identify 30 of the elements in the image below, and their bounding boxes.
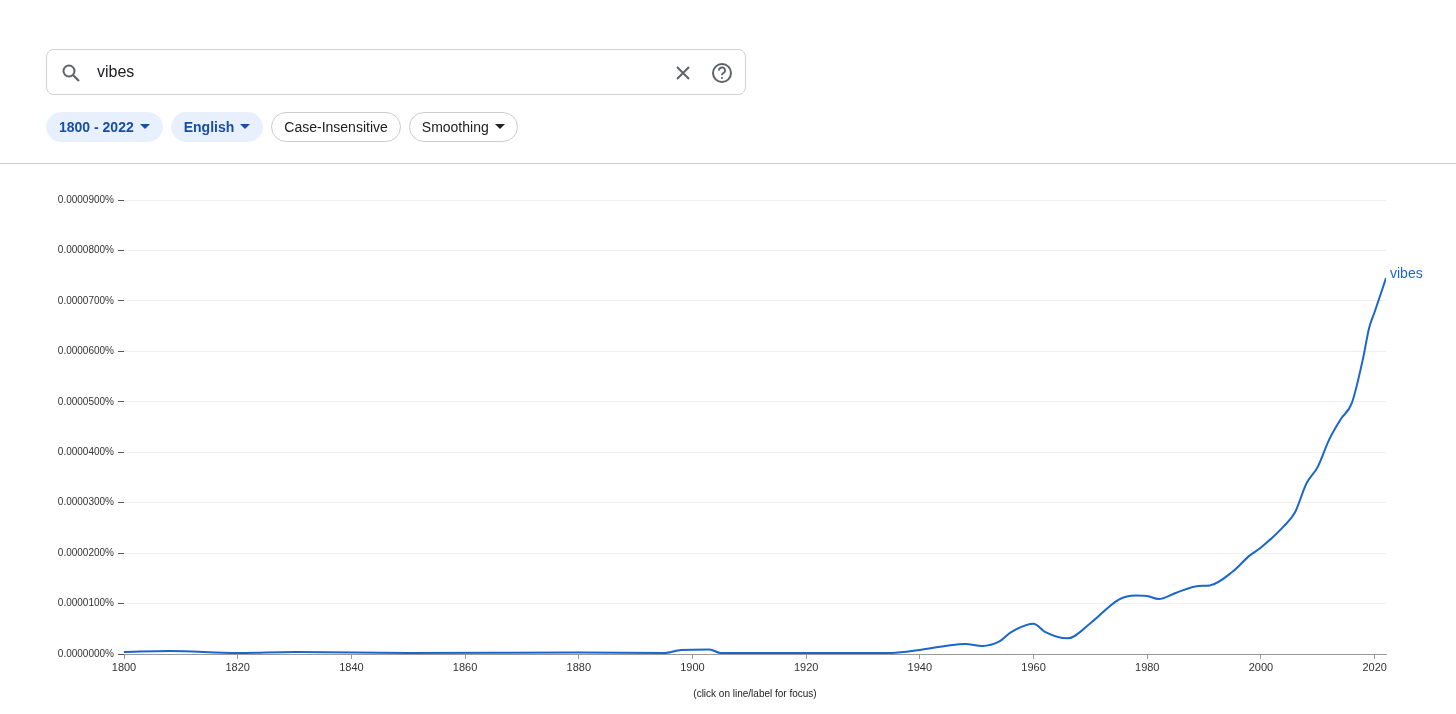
x-tick-label: 1960 (1021, 660, 1046, 673)
y-tick-label: 0.0000500% (57, 395, 115, 407)
x-tick-label: 1800 (111, 660, 137, 673)
x-tick-label: 2020 (1362, 660, 1387, 673)
y-tick-label: 0.0000700% (57, 294, 115, 306)
y-tick-label: 0.0000300% (57, 496, 115, 508)
x-tick-label: 1820 (225, 660, 250, 673)
text: 1800 - 2022 (59, 119, 134, 135)
y-tick-label: 0.0000100% (57, 597, 115, 609)
x-tick-label: 1900 (680, 660, 705, 673)
x-tick-label: 1980 (1135, 660, 1160, 673)
x-tick-label: 1860 (452, 660, 478, 673)
line-series (124, 277, 1386, 654)
text: vibes (97, 63, 135, 81)
y-tick-label: 0.0000800% (57, 244, 115, 256)
y-tick-label: 0.0000600% (57, 345, 115, 357)
x-tick-label: 1940 (907, 660, 933, 673)
text: Smoothing (421, 119, 489, 135)
y-tick-label: 0.0000000% (57, 647, 115, 659)
text: English (183, 119, 235, 135)
x-tick-label: 1920 (793, 660, 819, 673)
x-tick-label: 2000 (1248, 660, 1274, 673)
series-label: vibes (1390, 265, 1423, 282)
y-tick-label: 0.0000200% (57, 546, 115, 558)
x-tick-label: 1880 (566, 660, 592, 673)
y-tick-label: 0.0000400% (57, 445, 115, 457)
text: Case-Insensitive (284, 119, 388, 135)
y-tick-label: 0.0000900% (57, 193, 115, 205)
x-tick-label: 1840 (339, 660, 364, 673)
text: (click on line/label for focus) (692, 688, 818, 699)
